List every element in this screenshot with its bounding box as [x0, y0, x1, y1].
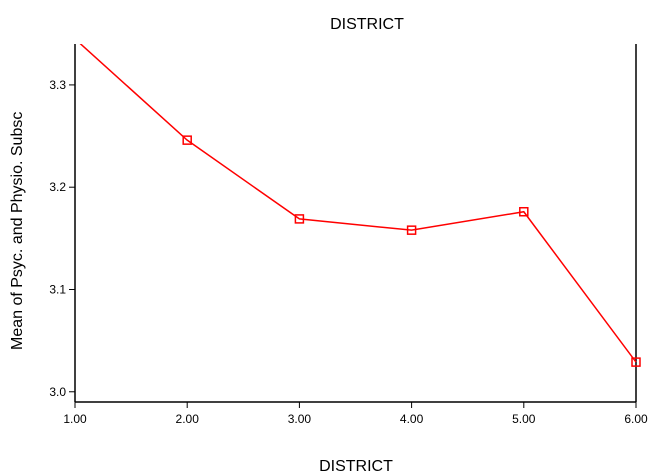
axes	[74, 44, 637, 403]
chart-title: DISTRICT	[330, 16, 404, 33]
y-tick-label: 3.2	[49, 180, 66, 194]
x-tick-label: 6.00	[624, 412, 648, 426]
x-tick-label: 5.00	[512, 412, 536, 426]
y-tick-label: 3.0	[49, 385, 66, 399]
data-point-marker	[294, 214, 305, 224]
y-tick-label: 3.1	[49, 282, 66, 296]
y-tick-label: 3.3	[49, 78, 66, 92]
x-tick-label: 3.00	[288, 412, 312, 426]
x-tick-label: 4.00	[400, 412, 424, 426]
series-line	[79, 44, 637, 363]
ticks: 1.00 2.00 3.00 4.00 5.00 6.00 3.0 3.1 3.2 3.3	[49, 78, 648, 426]
x-tick-label: 2.00	[176, 412, 200, 426]
data-point-marker	[631, 357, 641, 367]
x-axis-title: DISTRICT	[319, 458, 393, 475]
data-point-marker	[182, 135, 192, 145]
data-point-marker	[519, 206, 529, 217]
series-layer	[79, 44, 641, 367]
x-tick-label: 1.00	[63, 412, 87, 426]
data-point-marker	[406, 225, 417, 235]
y-axis-title: Mean of Psyc. and Physio. Subsc	[9, 112, 26, 350]
y-axis-title-group: Mean of Psyc. and Physio. Subsc	[9, 112, 26, 350]
